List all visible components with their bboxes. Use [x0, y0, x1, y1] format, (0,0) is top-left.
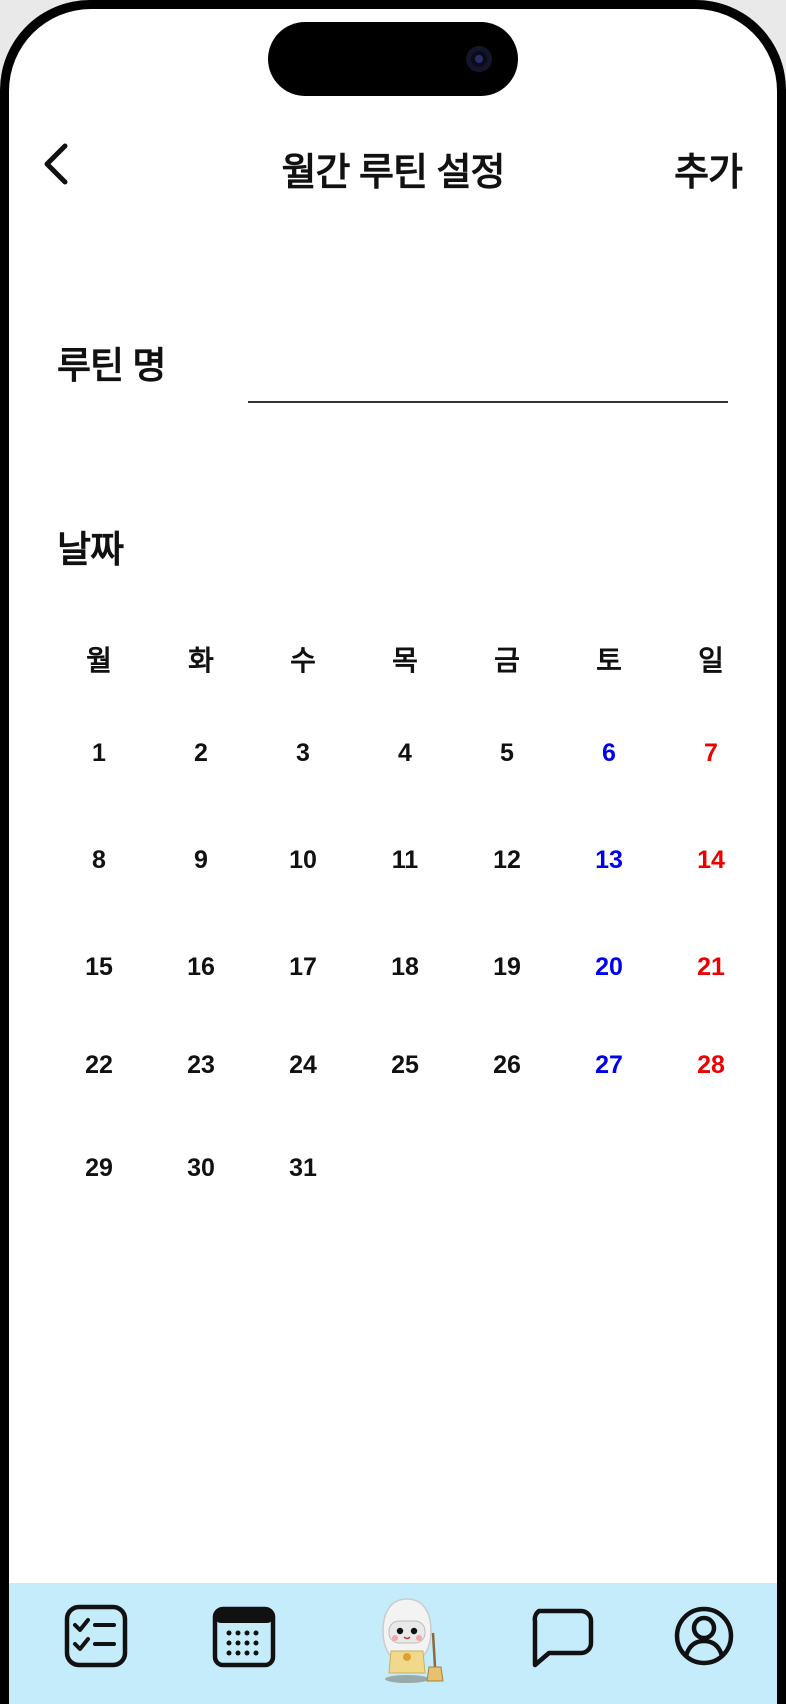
calendar-day[interactable]: 3 — [296, 739, 310, 767]
calendar-day[interactable]: 18 — [391, 953, 419, 981]
calendar-day[interactable]: 30 — [187, 1154, 215, 1182]
calendar-day[interactable]: 23 — [187, 1051, 215, 1079]
calendar-day[interactable]: 21 — [697, 953, 725, 981]
bottom-tab-bar — [9, 1583, 777, 1704]
calendar-day[interactable]: 31 — [289, 1154, 317, 1182]
tab-checklist[interactable] — [62, 1601, 132, 1671]
tab-chat[interactable] — [525, 1601, 595, 1671]
calendar-day[interactable]: 10 — [289, 846, 317, 874]
calendar-day[interactable]: 5 — [500, 739, 514, 767]
routine-name-input[interactable] — [248, 339, 728, 403]
calendar-day[interactable]: 16 — [187, 953, 215, 981]
dynamic-island — [268, 22, 518, 96]
weekday-label: 목 — [392, 645, 418, 676]
back-button[interactable] — [34, 139, 84, 189]
header: 월간 루틴 설정 추가 — [9, 119, 777, 209]
tab-home-mascot[interactable] — [373, 1593, 453, 1685]
calendar-day[interactable]: 25 — [391, 1051, 419, 1079]
profile-icon — [674, 1606, 734, 1666]
calendar-day[interactable]: 26 — [493, 1051, 521, 1079]
calendar-day[interactable]: 2 — [194, 739, 208, 767]
calendar-day[interactable]: 12 — [493, 846, 521, 874]
weekday-label: 화 — [188, 645, 214, 676]
page-title: 월간 루틴 설정 — [281, 152, 506, 194]
calendar-day[interactable]: 27 — [595, 1051, 623, 1079]
checklist-icon — [64, 1604, 128, 1668]
tab-profile[interactable] — [669, 1601, 739, 1671]
add-button[interactable]: 추가 — [674, 152, 743, 194]
calendar-day[interactable]: 1 — [92, 739, 106, 767]
calendar-day[interactable]: 22 — [85, 1051, 113, 1079]
calendar-day[interactable]: 29 — [85, 1154, 113, 1182]
calendar-day[interactable]: 28 — [697, 1051, 725, 1079]
weekday-label: 토 — [596, 645, 622, 676]
routine-name-label: 루틴 명 — [57, 345, 166, 386]
calendar-day[interactable]: 17 — [289, 953, 317, 981]
date-label: 날짜 — [57, 529, 124, 570]
robot-mascot-icon — [382, 1598, 444, 1683]
tab-calendar[interactable] — [209, 1601, 279, 1671]
weekday-label: 수 — [290, 645, 316, 676]
screen: 월간 루틴 설정 추가 루틴 명 날짜 월 화 수 목 금 토 일 1 2 3 4 5 6 7 8 9 10 11… — [9, 9, 777, 1704]
calendar-day[interactable]: 20 — [595, 953, 623, 981]
camera-icon — [466, 46, 492, 72]
calendar-day[interactable]: 13 — [595, 846, 623, 874]
calendar-day[interactable]: 6 — [602, 739, 616, 767]
weekday-label: 금 — [494, 645, 520, 676]
chat-bubble-icon — [532, 1608, 594, 1668]
calendar-day[interactable]: 8 — [92, 846, 106, 874]
calendar-icon — [212, 1606, 276, 1668]
calendar-day[interactable]: 24 — [289, 1051, 317, 1079]
weekday-label: 월 — [86, 645, 112, 676]
calendar-day[interactable]: 19 — [493, 953, 521, 981]
weekday-label: 일 — [698, 645, 724, 676]
calendar-day[interactable]: 15 — [85, 953, 113, 981]
calendar-day[interactable]: 9 — [194, 846, 208, 874]
calendar-day[interactable]: 4 — [398, 739, 412, 767]
calendar-day[interactable]: 7 — [704, 739, 718, 767]
chevron-left-icon — [44, 143, 68, 185]
calendar-day[interactable]: 11 — [391, 846, 419, 874]
calendar-day[interactable]: 14 — [697, 846, 725, 874]
